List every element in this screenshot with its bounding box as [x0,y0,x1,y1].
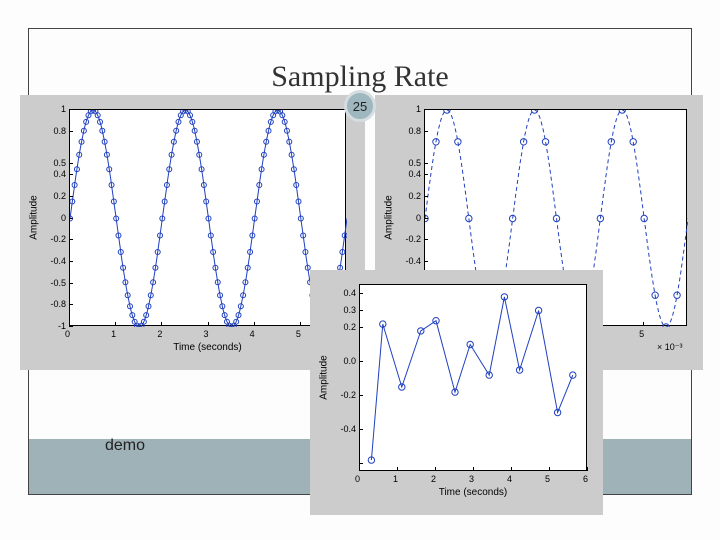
y-tick-label: 0.2 [408,191,421,201]
y-tick-label: 0.5 [53,158,66,168]
x-axis-label: Time (seconds) [359,487,587,498]
y-tick-label: -0.2 [405,234,421,244]
y-tick-label: 0.2 [343,322,356,332]
slide-number-badge: 25 [344,90,376,122]
slide-title: Sampling Rate [0,60,720,94]
y-tick-label: 0.8 [53,126,66,136]
y-tick-label: -0.2 [340,390,356,400]
x-tick-label: 2 [431,474,436,484]
y-tick-label: 0.4 [53,169,66,179]
x-tick-label: 5 [545,474,550,484]
x-exponent-label: × 10⁻³ [657,342,683,353]
x-tick-label: 1 [393,474,398,484]
y-tick-label: 0 [61,213,66,223]
x-tick-label: 3 [469,474,474,484]
x-tick-label: 6 [583,474,588,484]
x-axis-label: Time (seconds) [69,342,346,353]
x-tick-label: 2 [157,329,162,339]
x-tick-label: 5 [296,329,301,339]
y-tick-label: 0.0 [343,356,356,366]
y-tick-label: 0 [416,213,421,223]
x-tick-label: 4 [250,329,255,339]
x-tick-label: 0 [65,329,70,339]
y-tick-label: -0.5 [50,278,66,288]
y-tick-label: 1 [61,104,66,114]
plot-low-sample-rate: Amplitude Time (seconds) -0.4 -0.2 0.0 0.2 0.3… [310,270,603,515]
x-tick-label: 1 [111,329,116,339]
plot1-axes [69,109,346,326]
y-tick-label: 0.4 [343,288,356,298]
plot-svg [70,110,347,327]
y-tick-label: 0.2 [53,191,66,201]
x-tick-label: 0 [355,474,360,484]
plot3-axes [359,284,587,471]
y-tick-label: 0.8 [408,126,421,136]
x-tick-label: 5 [639,329,644,339]
demo-label: demo [105,437,145,455]
y-tick-label: -0.4 [405,256,421,266]
y-tick-label: -0.4 [340,424,356,434]
y-axis-label: Amplitude [384,195,395,239]
y-tick-label: -0.4 [50,256,66,266]
y-axis-label: Amplitude [319,355,330,399]
y-tick-label: 1 [416,104,421,114]
x-tick-label: 3 [204,329,209,339]
y-tick-label: -0.2 [50,234,66,244]
y-tick-label: 0.5 [408,158,421,168]
y-tick-label: -0.8 [50,299,66,309]
x-tick-label: 4 [507,474,512,484]
y-tick-label: 0.3 [343,305,356,315]
y-axis-label: Amplitude [29,195,40,239]
plot-svg [360,285,588,472]
y-tick-label: 0.4 [408,169,421,179]
